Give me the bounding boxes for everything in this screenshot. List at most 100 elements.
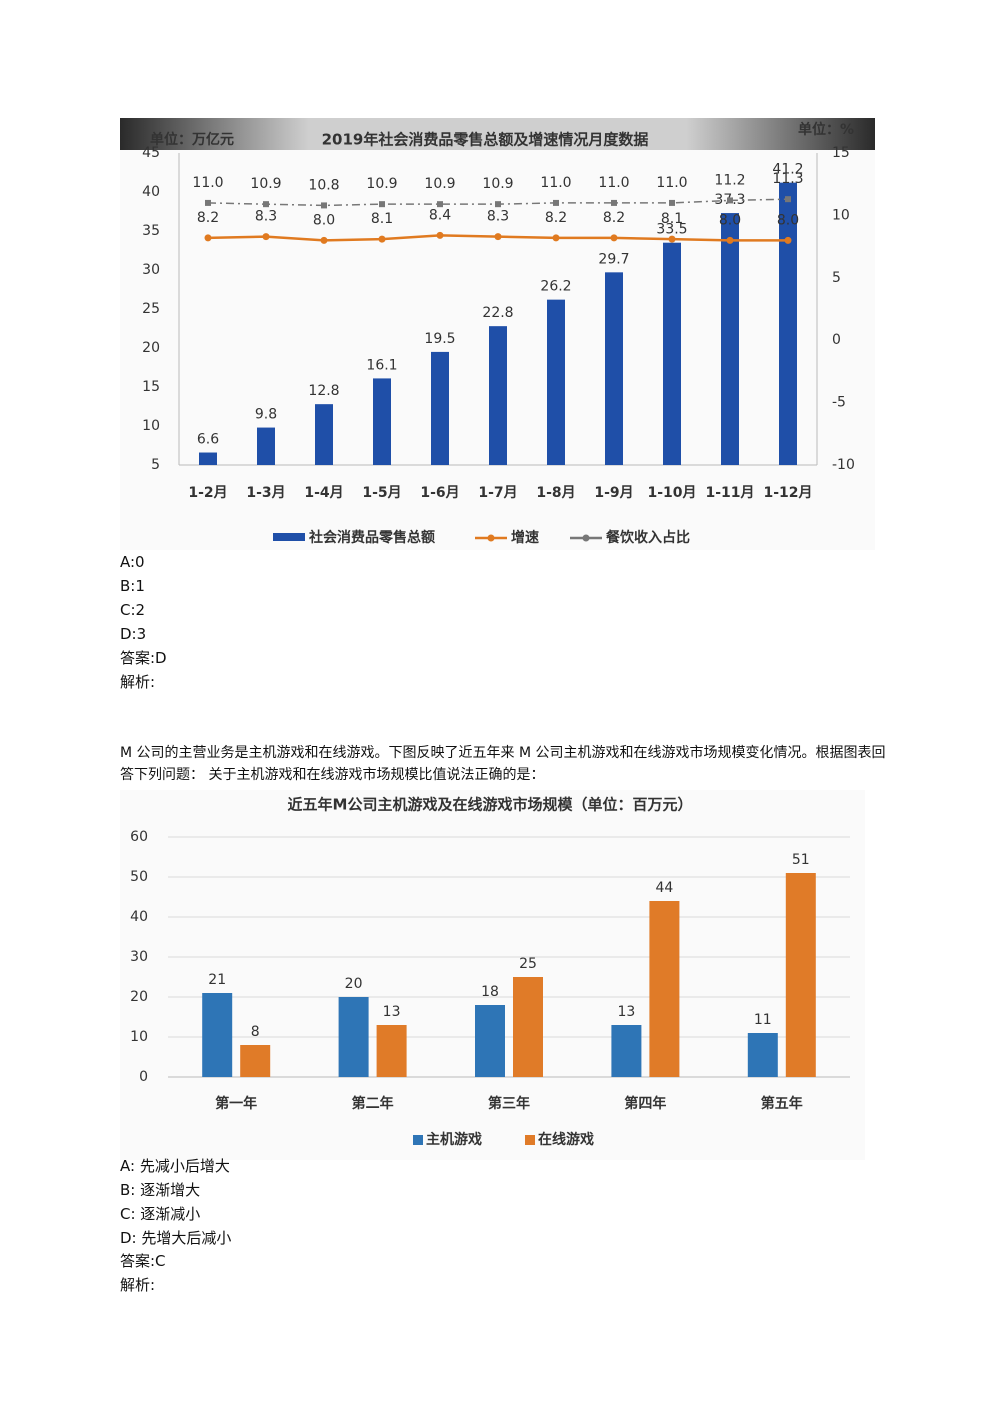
marker [611, 199, 617, 206]
x-tick-label: 1-9月 [594, 485, 633, 501]
data-label: 13 [617, 1004, 635, 1020]
bar [338, 997, 369, 1077]
legend-swatch [582, 534, 590, 542]
bar [257, 427, 275, 465]
data-label: 41.2 [772, 162, 803, 178]
marker [553, 199, 559, 206]
data-label: 44 [655, 880, 673, 896]
data-label: 11.0 [540, 175, 571, 191]
marker [321, 202, 327, 209]
bar [663, 242, 681, 465]
data-label: 19.5 [424, 331, 455, 347]
marker [610, 234, 618, 242]
bar [605, 272, 623, 465]
y-tick-label: 5 [151, 457, 160, 473]
data-label: 18 [481, 984, 499, 1000]
data-label: 12.8 [308, 383, 339, 399]
x-tick-label: 1-7月 [478, 485, 517, 501]
marker [437, 201, 443, 208]
y2-tick-label: 0 [832, 332, 841, 348]
data-label: 16.1 [366, 357, 397, 373]
data-label: 21 [208, 972, 226, 988]
marker [726, 236, 734, 244]
marker [320, 236, 328, 244]
data-label: 11 [754, 1012, 772, 1028]
y2-tick-label: 10 [832, 207, 850, 223]
legend-label: 主机游戏 [426, 1131, 482, 1148]
data-label: 11.0 [598, 175, 629, 191]
option: D:3 [120, 625, 147, 643]
x-tick-label: 1-2月 [188, 485, 227, 501]
unit-label: 单位：% [798, 121, 854, 138]
unit-label: 单位：万亿元 [150, 131, 234, 148]
x-tick-label: 第四年 [624, 1095, 666, 1112]
option: B: 逐渐增大 [120, 1181, 201, 1199]
bar [475, 1005, 505, 1077]
data-label: 11.3 [772, 171, 803, 187]
legend-label: 增速 [511, 529, 539, 546]
legend-label: 社会消费品零售总额 [308, 529, 435, 546]
x-tick-label: 1-8月 [536, 485, 575, 501]
legend-swatch [273, 533, 305, 541]
header-band [120, 118, 875, 150]
x-tick-label: 1-10月 [647, 485, 696, 501]
data-label: 10.9 [250, 176, 281, 192]
bar [489, 326, 507, 465]
y2-tick-label: 5 [832, 270, 841, 286]
y-tick-label: 35 [142, 223, 160, 239]
bar [431, 351, 449, 465]
data-label: 8.1 [371, 211, 393, 227]
y-tick-label: 25 [142, 301, 160, 317]
y2-tick-label: -10 [832, 457, 855, 473]
legend-label: 餐饮收入占比 [605, 529, 690, 546]
marker [262, 233, 270, 241]
legend-swatch [413, 1135, 423, 1145]
answer: 答案:C [120, 1252, 166, 1270]
marker [204, 234, 212, 242]
data-label: 9.8 [255, 407, 277, 423]
bar [611, 1025, 642, 1077]
marker [668, 235, 676, 243]
bar [240, 1045, 271, 1077]
data-label: 13 [383, 1004, 401, 1020]
x-tick-label: 第五年 [761, 1095, 803, 1112]
bar [747, 1033, 778, 1077]
y2-tick-label: -5 [832, 395, 846, 411]
data-label: 22.8 [482, 305, 513, 321]
y-tick-label: 10 [130, 1029, 148, 1045]
bar [373, 378, 391, 465]
legend-swatch [525, 1135, 535, 1145]
data-label: 10.9 [482, 176, 513, 192]
legend-label: 在线游戏 [538, 1131, 594, 1148]
bar [721, 213, 739, 465]
data-label: 8.2 [545, 210, 567, 226]
option: B:1 [120, 577, 145, 595]
x-tick-label: 1-3月 [246, 485, 285, 501]
marker [785, 196, 791, 203]
data-label: 8.4 [429, 207, 451, 223]
data-label: 8.3 [255, 209, 277, 225]
data-label: 8.3 [487, 209, 509, 225]
bar [779, 182, 797, 465]
marker [436, 231, 444, 239]
analysis: 解析: [120, 673, 156, 691]
option: C: 逐渐减小 [120, 1205, 201, 1223]
data-label: 8.0 [313, 212, 335, 228]
marker [378, 235, 386, 243]
marker [669, 199, 675, 206]
data-label: 51 [792, 852, 810, 868]
y-tick-label: 45 [142, 145, 160, 161]
y-tick-label: 50 [130, 869, 148, 885]
x-tick-label: 第一年 [215, 1095, 257, 1112]
question-stem: M 公司的主营业务是主机游戏和在线游戏。下图反映了近五年来 M 公司主机游戏和在… [120, 745, 886, 783]
chart: 2019年社会消费品零售总额及增速情况月度数据 单位：万亿元 单位：% 5 10 1… [120, 118, 875, 550]
x-tick-label: 1-11月 [705, 485, 754, 501]
chart: 近五年M公司主机游戏及在线游戏市场规模（单位：百万元） 0 10 20 30 40 50 6… [120, 790, 865, 1160]
bar [547, 299, 565, 465]
y-tick-label: 20 [130, 989, 148, 1005]
bar [649, 901, 680, 1077]
x-tick-label: 1-12月 [763, 485, 812, 501]
y-tick-label: 30 [130, 949, 148, 965]
option: A: 先减小后增大 [120, 1157, 230, 1175]
